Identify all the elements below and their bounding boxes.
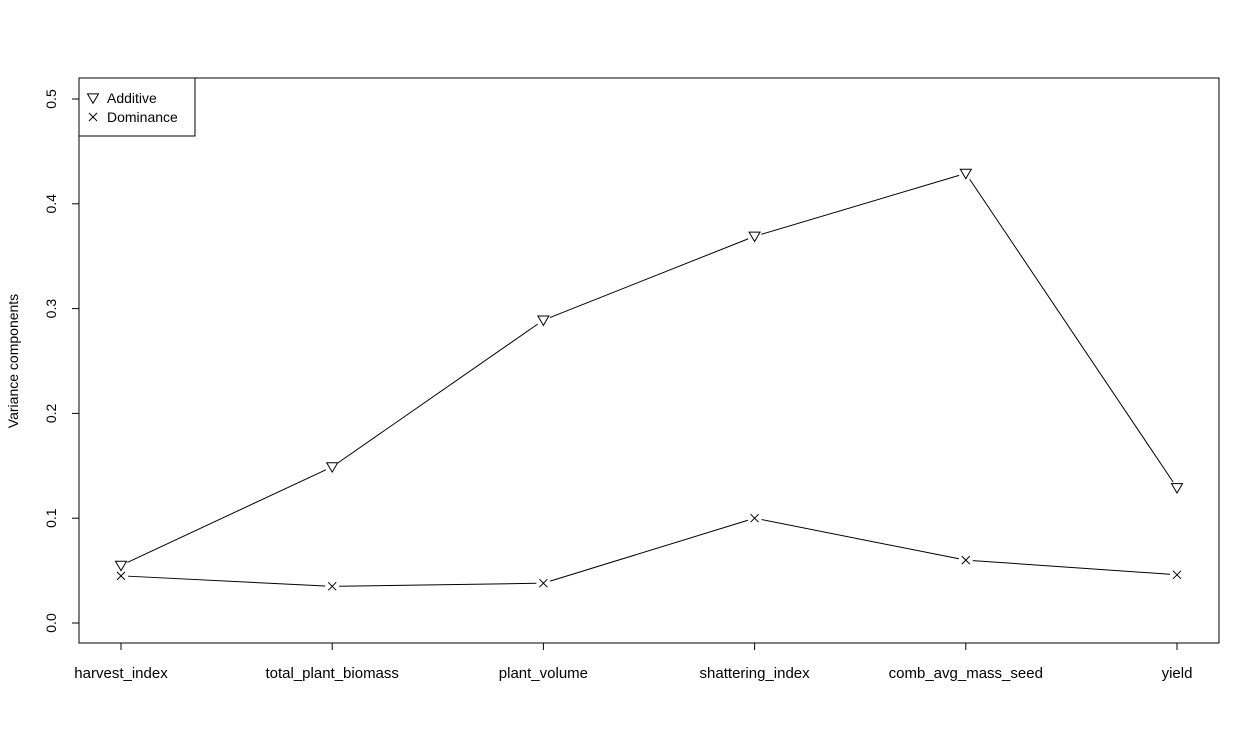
series-segment <box>969 178 1174 483</box>
data-point-dominance <box>327 581 337 591</box>
data-point-additive <box>1170 483 1184 495</box>
data-point-additive <box>537 315 550 327</box>
series-segment <box>549 519 749 582</box>
series-segment <box>761 519 960 560</box>
data-point-dominance <box>1172 570 1182 580</box>
series-dominance <box>116 513 1182 591</box>
series-additive <box>114 168 1184 572</box>
legend-marker-additive <box>86 93 100 105</box>
series-segment <box>972 560 1171 575</box>
legend-label-additive: Additive <box>107 90 157 106</box>
series-segment <box>339 582 537 587</box>
y-tick-label: 0.2 <box>43 403 59 423</box>
x-tick-label: comb_avg_mass_seed <box>889 665 1043 682</box>
series-segment <box>337 323 538 464</box>
data-point-additive <box>748 231 761 243</box>
x-tick-label: yield <box>1162 665 1193 682</box>
x-tick-label: total_plant_biomass <box>265 665 398 682</box>
data-point-additive <box>959 168 973 180</box>
data-point-dominance <box>750 513 759 523</box>
y-tick-label: 0.1 <box>43 508 59 528</box>
x-tick-label: plant_volume <box>499 665 588 682</box>
y-axis-label: Variance components <box>5 294 21 428</box>
legend-label-dominance: Dominance <box>107 109 178 125</box>
y-tick-label: 0.5 <box>43 89 59 109</box>
data-point-dominance <box>539 578 548 588</box>
series-segment <box>127 469 327 563</box>
y-tick-label: 0.3 <box>43 299 59 319</box>
legend: Additive Dominance <box>78 77 196 137</box>
data-point-additive <box>325 462 339 474</box>
series-segment <box>127 575 326 587</box>
plot-frame <box>78 77 1220 644</box>
series-segment <box>549 238 749 319</box>
y-tick-label: 0.0 <box>43 613 59 633</box>
data-point-additive <box>114 560 128 572</box>
x-axis: harvest_index total_plant_biomass plant_vo… <box>74 642 1193 682</box>
legend-marker-dominance <box>88 112 98 122</box>
x-tick-label: shattering_index <box>700 665 811 682</box>
x-tick-label: harvest_index <box>74 665 168 682</box>
y-axis: 0.0 0.1 0.2 0.3 0.4 0.5 <box>43 89 80 633</box>
y-tick-label: 0.4 <box>43 194 59 214</box>
series-segment <box>761 174 960 235</box>
series-layer <box>114 168 1184 591</box>
data-point-dominance <box>961 555 971 565</box>
data-point-dominance <box>116 571 126 581</box>
legend-box <box>78 77 196 137</box>
